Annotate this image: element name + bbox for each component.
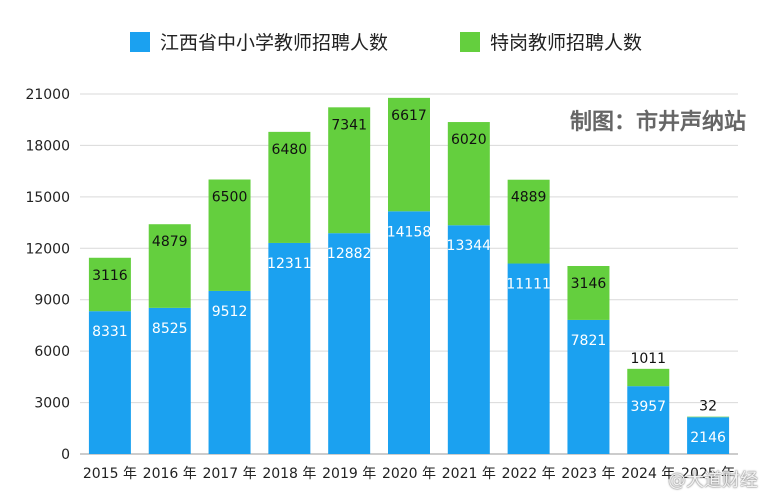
data-label-blue: 13344 — [447, 238, 492, 254]
legend-swatch-blue — [130, 31, 150, 52]
data-label-blue: 2146 — [690, 430, 726, 446]
y-tick-label: 9000 — [34, 293, 70, 309]
x-tick-label: 2019 年 — [322, 466, 376, 482]
data-label-green: 7341 — [331, 117, 367, 133]
data-label-blue: 11111 — [506, 277, 551, 293]
legend-swatch-green — [460, 31, 480, 52]
data-label-blue: 3957 — [630, 399, 666, 415]
data-label-blue: 8331 — [92, 324, 128, 340]
x-tick-label: 2016 年 — [143, 466, 197, 482]
data-label-blue: 8525 — [152, 321, 188, 337]
data-label-green: 1011 — [630, 351, 666, 367]
bar-green — [208, 179, 251, 291]
bar-blue — [148, 307, 191, 454]
bar-green — [627, 368, 670, 387]
bar-green — [268, 131, 311, 243]
bar-green — [148, 224, 191, 308]
y-tick-label: 12000 — [25, 241, 70, 257]
x-tick-label: 2022 年 — [502, 466, 556, 482]
y-tick-label: 6000 — [34, 344, 70, 360]
data-label-green: 4889 — [511, 190, 547, 206]
data-label-green: 6617 — [391, 108, 427, 124]
bar-green — [388, 97, 430, 212]
data-label-blue: 9512 — [212, 304, 248, 320]
y-tick-label: 21000 — [25, 87, 70, 103]
x-tick-label: 2017 年 — [202, 466, 256, 482]
data-label-green: 32 — [699, 399, 717, 415]
bar-blue — [328, 233, 371, 454]
y-tick-label: 18000 — [25, 138, 70, 154]
bar-green — [507, 179, 550, 264]
x-tick-label: 2015 年 — [83, 466, 137, 482]
legend-item-blue: 江西省中小学教师招聘人数 — [130, 28, 388, 55]
credit-text: 制图：市井声纳站 — [569, 110, 746, 135]
x-tick-label: 2024 年 — [621, 466, 675, 482]
bar-blue — [88, 311, 131, 454]
data-label-green: 4879 — [152, 234, 188, 250]
legend-label-blue: 江西省中小学教师招聘人数 — [160, 32, 389, 54]
data-label-blue: 7821 — [571, 333, 607, 349]
x-tick-label: 2018 年 — [262, 466, 316, 482]
bar-blue — [567, 319, 610, 454]
x-tick-label: 2020 年 — [382, 466, 436, 482]
x-tick-label: 2023 年 — [561, 466, 615, 482]
bar-green — [328, 107, 371, 234]
x-tick-label: 2025 年 — [681, 466, 735, 482]
data-label-blue: 14158 — [387, 224, 432, 240]
bar-green — [687, 416, 730, 418]
data-label-green: 6020 — [451, 132, 487, 148]
watermark-text: @大道财经 — [668, 470, 758, 491]
data-label-blue: 12882 — [327, 246, 372, 262]
bar-green — [88, 257, 131, 312]
x-tick-label: 2021 年 — [442, 466, 496, 482]
bar-green — [447, 122, 490, 226]
data-label-green: 3146 — [571, 276, 607, 292]
y-tick-label: 15000 — [25, 190, 70, 206]
data-label-green: 6500 — [212, 190, 248, 206]
bar-blue — [208, 290, 251, 454]
legend-label-green: 特岗教师招聘人数 — [490, 32, 643, 54]
y-tick-label: 3000 — [34, 396, 70, 412]
data-label-green: 6480 — [272, 142, 308, 158]
bar-blue — [268, 242, 311, 454]
legend-item-green: 特岗教师招聘人数 — [460, 28, 642, 55]
legend: 江西省中小学教师招聘人数 特岗教师招聘人数 — [0, 28, 774, 58]
bar-green — [567, 265, 610, 320]
data-label-green: 3116 — [92, 268, 128, 284]
bar-blue — [627, 386, 670, 454]
data-label-blue: 12311 — [267, 256, 312, 272]
bar-blue — [388, 211, 430, 454]
y-tick-label: 0 — [61, 447, 70, 463]
bar-blue — [507, 263, 550, 454]
bar-blue — [687, 417, 730, 454]
bar-blue — [447, 225, 490, 454]
